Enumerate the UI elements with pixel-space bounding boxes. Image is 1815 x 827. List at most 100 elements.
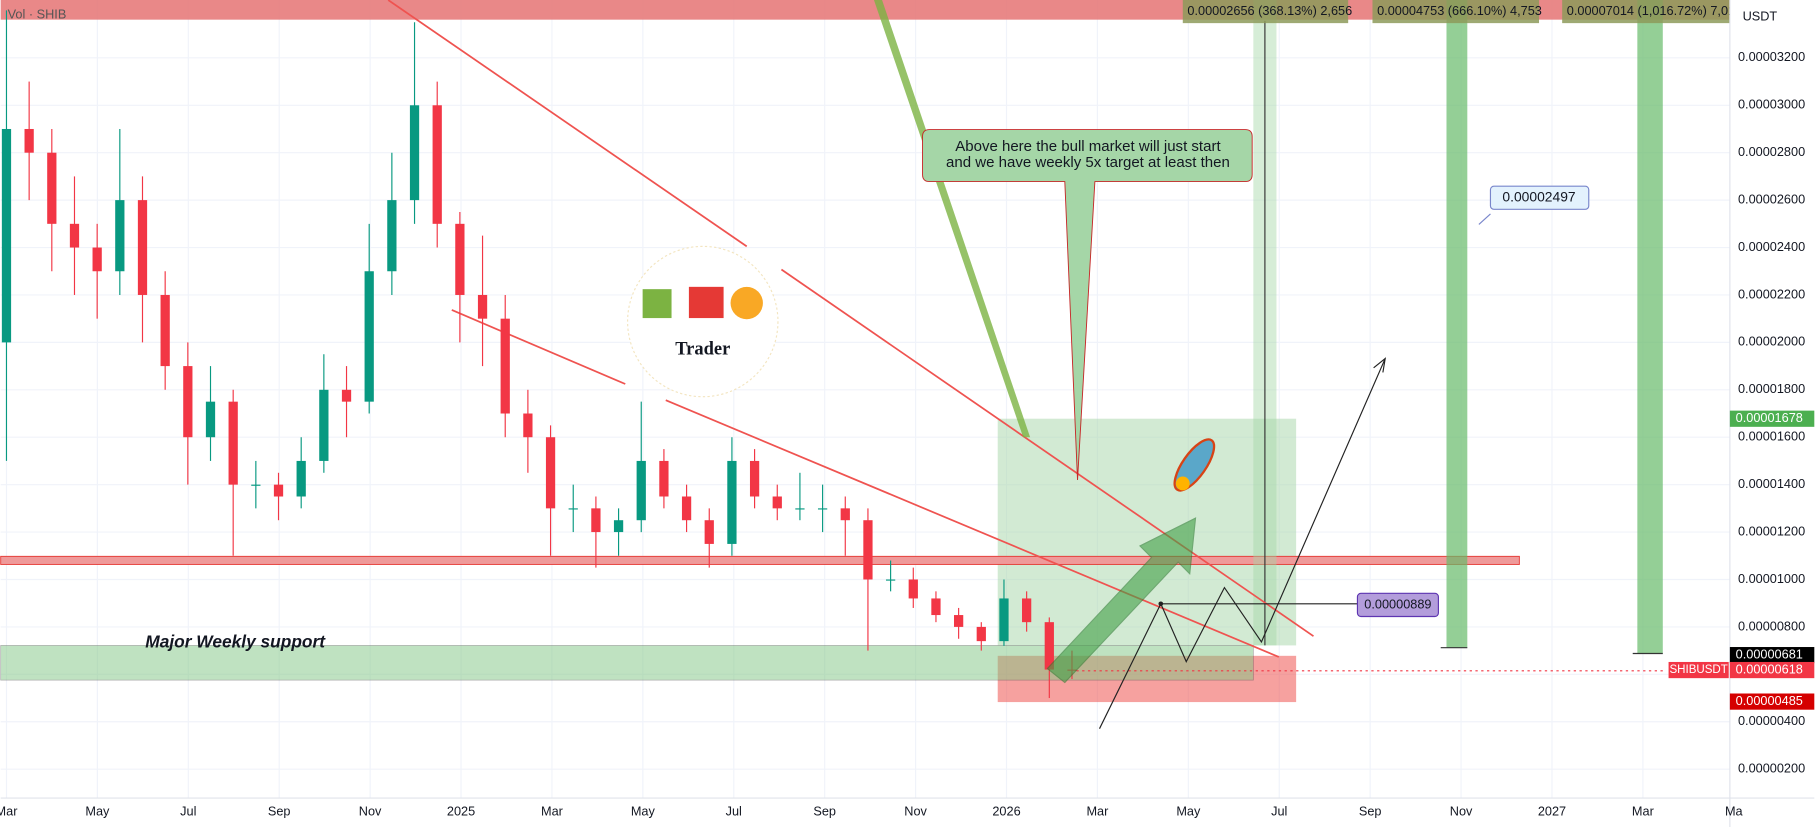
- volume-title: Vol · SHIB: [8, 6, 67, 21]
- candle-body: [160, 294, 170, 367]
- candle-body: [1022, 598, 1032, 623]
- callout-text: Above here the bull market will just sta…: [955, 138, 1221, 155]
- level-zone: [0, 555, 1520, 565]
- y-tick-label: 0.00002400: [1738, 239, 1805, 254]
- candle-body: [455, 223, 465, 295]
- y-tick-label: 0.00001800: [1738, 381, 1805, 396]
- candle-body: [341, 389, 352, 402]
- x-tick-label: Sep: [268, 803, 291, 818]
- candle-body: [1044, 622, 1054, 670]
- y-tick-label: 0.00002800: [1738, 144, 1805, 159]
- candle-body: [387, 200, 397, 272]
- trendline: [451, 309, 626, 385]
- candle-body: [931, 598, 941, 616]
- candle-body: [613, 520, 624, 533]
- candle-body: [500, 318, 510, 414]
- y-tick-label: 0.00003200: [1738, 49, 1805, 64]
- x-tick-label: Mar: [1632, 803, 1655, 818]
- price-tag-label: 0.00001678: [1736, 410, 1803, 425]
- candle-body: [659, 460, 669, 497]
- candle-body: [568, 508, 578, 510]
- candle-body: [432, 105, 442, 224]
- candle-body: [749, 460, 760, 497]
- price-tag: [1729, 647, 1815, 664]
- candle-body: [976, 626, 986, 642]
- level-label: 0.00000889: [1364, 596, 1431, 611]
- level-box: [1356, 592, 1439, 618]
- candle-body: [885, 579, 896, 581]
- x-tick-label: May: [1176, 803, 1201, 818]
- candle-body: [69, 223, 80, 248]
- x-tick-label: Jul: [726, 803, 742, 818]
- x-tick-label: 2027: [1538, 803, 1566, 818]
- support-label: Major Weekly support: [145, 632, 326, 652]
- trendline: [665, 399, 1280, 658]
- target-box: [1372, 0, 1540, 24]
- candle-body: [183, 366, 193, 438]
- x-tick-label: May: [631, 803, 656, 818]
- profit-zone: [997, 418, 1297, 646]
- price-tag-label: 0.00000681: [1736, 646, 1803, 661]
- x-tick-label: Nov: [904, 803, 927, 818]
- y-tick-label: 0.00001200: [1738, 523, 1805, 538]
- level-label: 0.00002497: [1502, 188, 1576, 204]
- target-label: 0.00002656 (368.13%) 2,656: [1187, 3, 1352, 18]
- arrow-head: [1373, 357, 1387, 373]
- trendline: [387, 0, 748, 248]
- level-pointer: [1478, 213, 1491, 225]
- axis-labels: 0.000002000.000004000.000006000.00000800…: [0, 49, 1815, 818]
- candle-body: [908, 579, 918, 599]
- big-arrow: [1046, 517, 1197, 684]
- target-bar: [1446, 0, 1468, 648]
- candle-body: [523, 413, 533, 438]
- trendline: [780, 268, 1314, 637]
- candle-body: [591, 508, 601, 533]
- anchor: [1158, 601, 1164, 607]
- y-tick-label: 0.00000400: [1738, 713, 1805, 728]
- x-tick-label: Mar: [1086, 803, 1109, 818]
- candle-body: [1, 128, 12, 343]
- candle-body: [47, 152, 57, 224]
- candle-body: [840, 508, 850, 521]
- y-tick-label: 0.00002600: [1738, 191, 1805, 206]
- target-box: [1562, 0, 1730, 24]
- candle-body: [545, 437, 556, 509]
- callout-box: [922, 129, 1253, 481]
- candle-body: [795, 508, 805, 510]
- level-box: [1489, 185, 1590, 210]
- target-label: 0.00004753 (666.10%) 4,753: [1377, 3, 1542, 18]
- candle-body: [409, 105, 420, 201]
- x-tick-label: Sep: [813, 803, 836, 818]
- symbol-label: SHIBUSDT: [1669, 664, 1727, 676]
- x-tick-label: 2025: [447, 803, 475, 818]
- candle-body: [24, 128, 34, 153]
- rocket-icon: [1173, 438, 1216, 492]
- price-tag-label: 0.00000485: [1736, 693, 1803, 708]
- candle-body: [681, 496, 692, 521]
- symbol-tag: [1668, 661, 1729, 679]
- candle-body: [273, 484, 284, 497]
- x-tick-label: 2026: [992, 803, 1020, 818]
- x-tick-label: Ma: [1725, 803, 1744, 818]
- x-tick-label: Jul: [1271, 803, 1287, 818]
- pointer: [873, 0, 1031, 438]
- y-tick-label: 0.00001600: [1738, 429, 1805, 444]
- candle-body: [319, 389, 329, 461]
- candle-body: [727, 460, 737, 544]
- y-tick-label: 0.00001000: [1738, 571, 1805, 586]
- y-tick-label: 0.00001400: [1738, 476, 1805, 491]
- candle-body: [704, 520, 714, 544]
- x-tick-label: Nov: [359, 803, 382, 818]
- y-tick-label: 0.00000800: [1738, 618, 1805, 633]
- support-zone: [0, 645, 1254, 681]
- x-tick-label: Nov: [1450, 803, 1473, 818]
- target-bar: [1637, 0, 1663, 654]
- candle-body: [477, 294, 488, 319]
- candle-body: [296, 460, 306, 497]
- candle-body: [92, 247, 102, 272]
- candle-body: [251, 484, 261, 486]
- candle-body: [953, 615, 964, 627]
- x-tick-label: May: [85, 803, 110, 818]
